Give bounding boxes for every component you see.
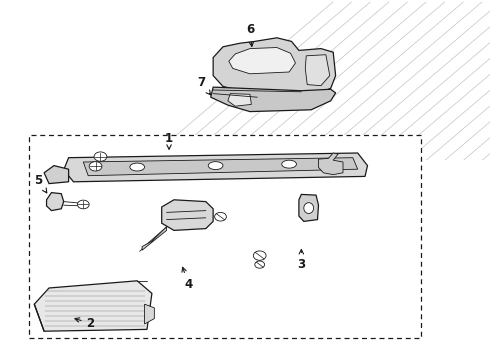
Polygon shape bbox=[44, 166, 69, 184]
Polygon shape bbox=[83, 158, 358, 176]
Polygon shape bbox=[211, 87, 336, 112]
Ellipse shape bbox=[304, 203, 314, 213]
Ellipse shape bbox=[130, 163, 145, 171]
Bar bbox=[29, 135, 421, 338]
Text: 7: 7 bbox=[197, 76, 211, 95]
Circle shape bbox=[253, 251, 266, 260]
Polygon shape bbox=[47, 193, 64, 211]
Ellipse shape bbox=[282, 160, 296, 168]
Polygon shape bbox=[228, 94, 251, 106]
Polygon shape bbox=[318, 153, 343, 175]
Text: 2: 2 bbox=[75, 317, 95, 330]
Polygon shape bbox=[305, 55, 330, 86]
Polygon shape bbox=[34, 281, 152, 331]
Bar bbox=[29, 135, 421, 338]
Text: 4: 4 bbox=[182, 267, 193, 291]
Text: 6: 6 bbox=[246, 23, 254, 46]
Polygon shape bbox=[145, 304, 154, 324]
Polygon shape bbox=[229, 48, 295, 74]
Polygon shape bbox=[142, 227, 167, 250]
Polygon shape bbox=[64, 153, 368, 182]
Circle shape bbox=[77, 200, 89, 209]
Polygon shape bbox=[162, 200, 213, 230]
Text: 1: 1 bbox=[165, 132, 173, 149]
Polygon shape bbox=[299, 194, 318, 221]
Text: 3: 3 bbox=[297, 249, 305, 271]
Circle shape bbox=[89, 162, 102, 171]
Circle shape bbox=[215, 212, 226, 221]
Ellipse shape bbox=[208, 162, 223, 170]
Polygon shape bbox=[213, 38, 336, 108]
Circle shape bbox=[94, 152, 107, 161]
Text: 5: 5 bbox=[34, 174, 47, 193]
Circle shape bbox=[255, 261, 265, 268]
